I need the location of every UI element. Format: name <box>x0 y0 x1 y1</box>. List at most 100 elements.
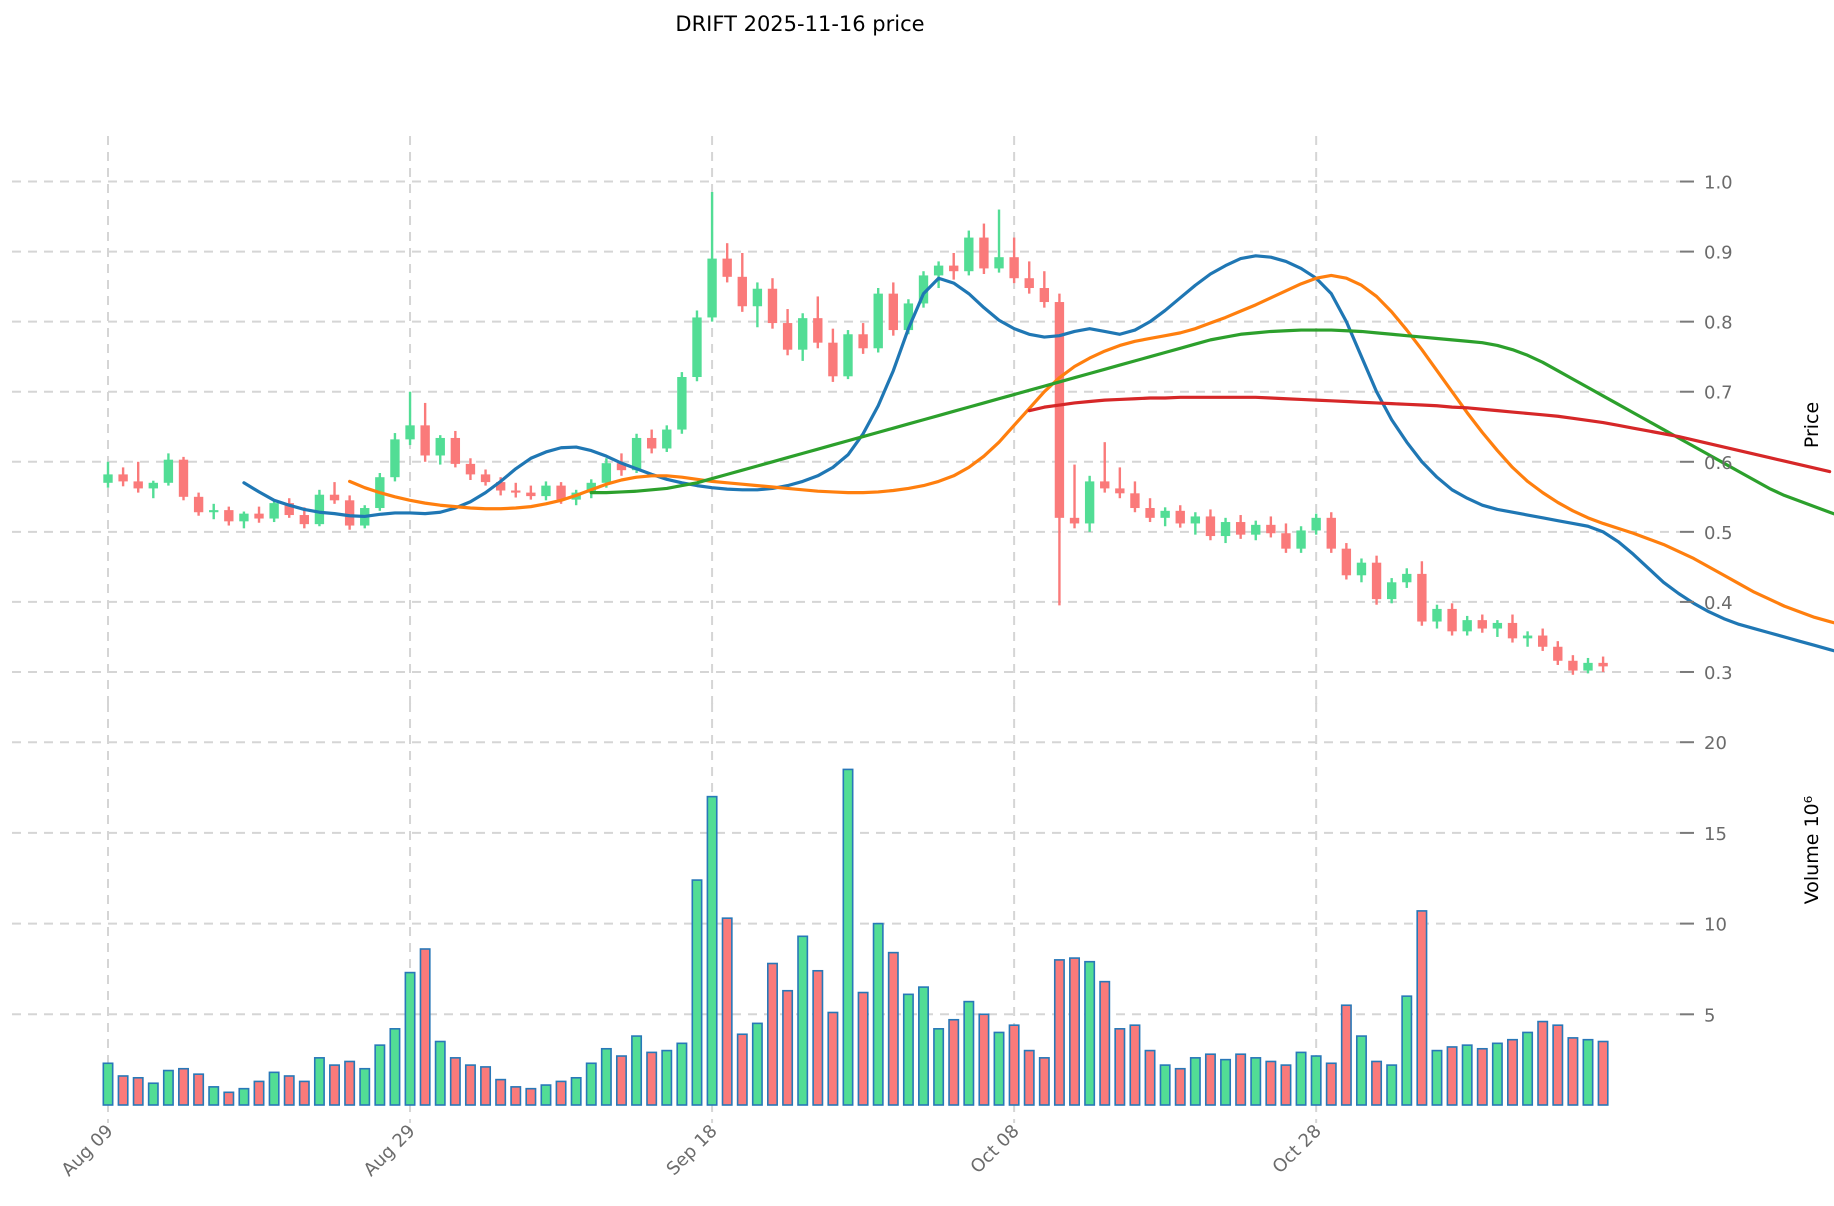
candle-body <box>450 437 461 464</box>
candle-body <box>1054 302 1065 518</box>
volume-tick-label: 10 <box>1704 915 1727 936</box>
volume-bar <box>1084 960 1096 1106</box>
candle-body <box>103 474 113 483</box>
price-tick-label: 0.4 <box>1704 593 1733 614</box>
volume-bar <box>1431 1049 1443 1106</box>
candle-body <box>1160 510 1170 518</box>
candle-body <box>813 318 823 343</box>
volume-bar <box>283 1075 295 1106</box>
candle-body <box>239 513 249 522</box>
volume-bar <box>389 1028 401 1106</box>
volume-bar <box>1053 959 1065 1106</box>
volume-bar <box>797 935 809 1106</box>
candle-body <box>662 429 672 449</box>
volume-bar <box>374 1044 386 1106</box>
volume-bar <box>147 1082 159 1106</box>
candle-body <box>1598 662 1608 667</box>
candle-body <box>1205 516 1216 537</box>
volume-bar <box>782 989 794 1106</box>
volume-bar <box>1235 1053 1247 1106</box>
volume-bar <box>721 917 733 1106</box>
volume-bar <box>193 1073 205 1106</box>
candle-body <box>1507 622 1518 639</box>
volume-bar <box>1340 1004 1352 1106</box>
candle-body <box>254 513 264 519</box>
candle-body <box>1235 522 1246 535</box>
price-axis-title: Price <box>1801 402 1823 448</box>
volume-bar <box>540 1084 552 1106</box>
volume-bar <box>857 991 869 1106</box>
volume-bar <box>1129 1024 1141 1106</box>
volume-bar <box>1008 1024 1020 1106</box>
candle-body <box>1024 278 1034 289</box>
volume-bar <box>253 1080 265 1106</box>
ma-short-line <box>242 254 1834 653</box>
candle-body <box>1175 510 1185 524</box>
candle-body <box>798 318 808 350</box>
candle-body <box>541 485 551 497</box>
price-tick-label: 1.0 <box>1704 173 1733 194</box>
volume-tick-label: 20 <box>1704 733 1727 754</box>
volume-bar <box>480 1066 492 1106</box>
price-tick-label: 0.9 <box>1704 243 1733 264</box>
volume-bar <box>1204 1053 1216 1106</box>
candle-body <box>1130 493 1140 509</box>
candle-body <box>420 425 430 456</box>
volume-bar <box>1491 1042 1503 1106</box>
volume-bar <box>585 1062 597 1106</box>
candle-body <box>1553 646 1563 661</box>
candle-body <box>707 258 717 318</box>
candle-body <box>1145 508 1155 518</box>
candle-body <box>495 482 506 491</box>
candle-body <box>405 425 415 440</box>
volume-bar <box>1114 1028 1126 1106</box>
candle-body <box>1281 533 1291 549</box>
volume-bar <box>1552 1024 1564 1106</box>
volume-bar <box>449 1057 461 1106</box>
volume-bar <box>178 1067 189 1106</box>
candle-body <box>843 334 853 377</box>
volume-bar <box>1567 1037 1579 1106</box>
volume-bar <box>1069 957 1081 1106</box>
candle-body <box>737 276 747 307</box>
volume-bar <box>993 1031 1005 1106</box>
candle-body <box>782 323 793 350</box>
volume-bar <box>1597 1040 1609 1106</box>
candle-body <box>1568 660 1578 671</box>
volume-bar <box>298 1080 310 1106</box>
volume-bar <box>1325 1062 1337 1106</box>
volume-bar <box>238 1087 250 1106</box>
volume-bar <box>1537 1020 1549 1106</box>
candle-body <box>1417 573 1427 622</box>
candle-body <box>269 503 279 519</box>
candle-body <box>1522 635 1533 639</box>
volume-tick-label: 5 <box>1704 1005 1715 1026</box>
volume-bar <box>1401 995 1413 1106</box>
volume-bar <box>1582 1038 1594 1106</box>
price-tick-label: 0.6 <box>1704 453 1733 474</box>
candle-body <box>1583 662 1593 671</box>
volume-bar <box>1280 1064 1292 1106</box>
candle-body <box>435 437 445 456</box>
volume-bar <box>872 922 884 1106</box>
candle-body <box>1356 562 1367 576</box>
candle-body <box>949 265 959 272</box>
candle-body <box>1477 620 1487 629</box>
candle-body <box>888 293 898 331</box>
volume-bar <box>555 1080 567 1106</box>
candle-body <box>631 437 642 471</box>
volume-bar <box>329 1064 341 1106</box>
candle-body <box>1220 522 1231 537</box>
candle-body <box>646 437 657 449</box>
candle-body <box>979 237 989 269</box>
volume-bar <box>948 1018 960 1106</box>
volume-bar <box>918 986 929 1106</box>
volume-bar <box>600 1047 612 1106</box>
page-title: DRIFT 2025-11-16 price <box>675 12 924 36</box>
candle-body <box>1326 517 1336 549</box>
volume-bar <box>1507 1038 1518 1106</box>
candle-body <box>314 494 325 525</box>
candle-body <box>193 496 204 513</box>
candle-body <box>1039 288 1050 303</box>
